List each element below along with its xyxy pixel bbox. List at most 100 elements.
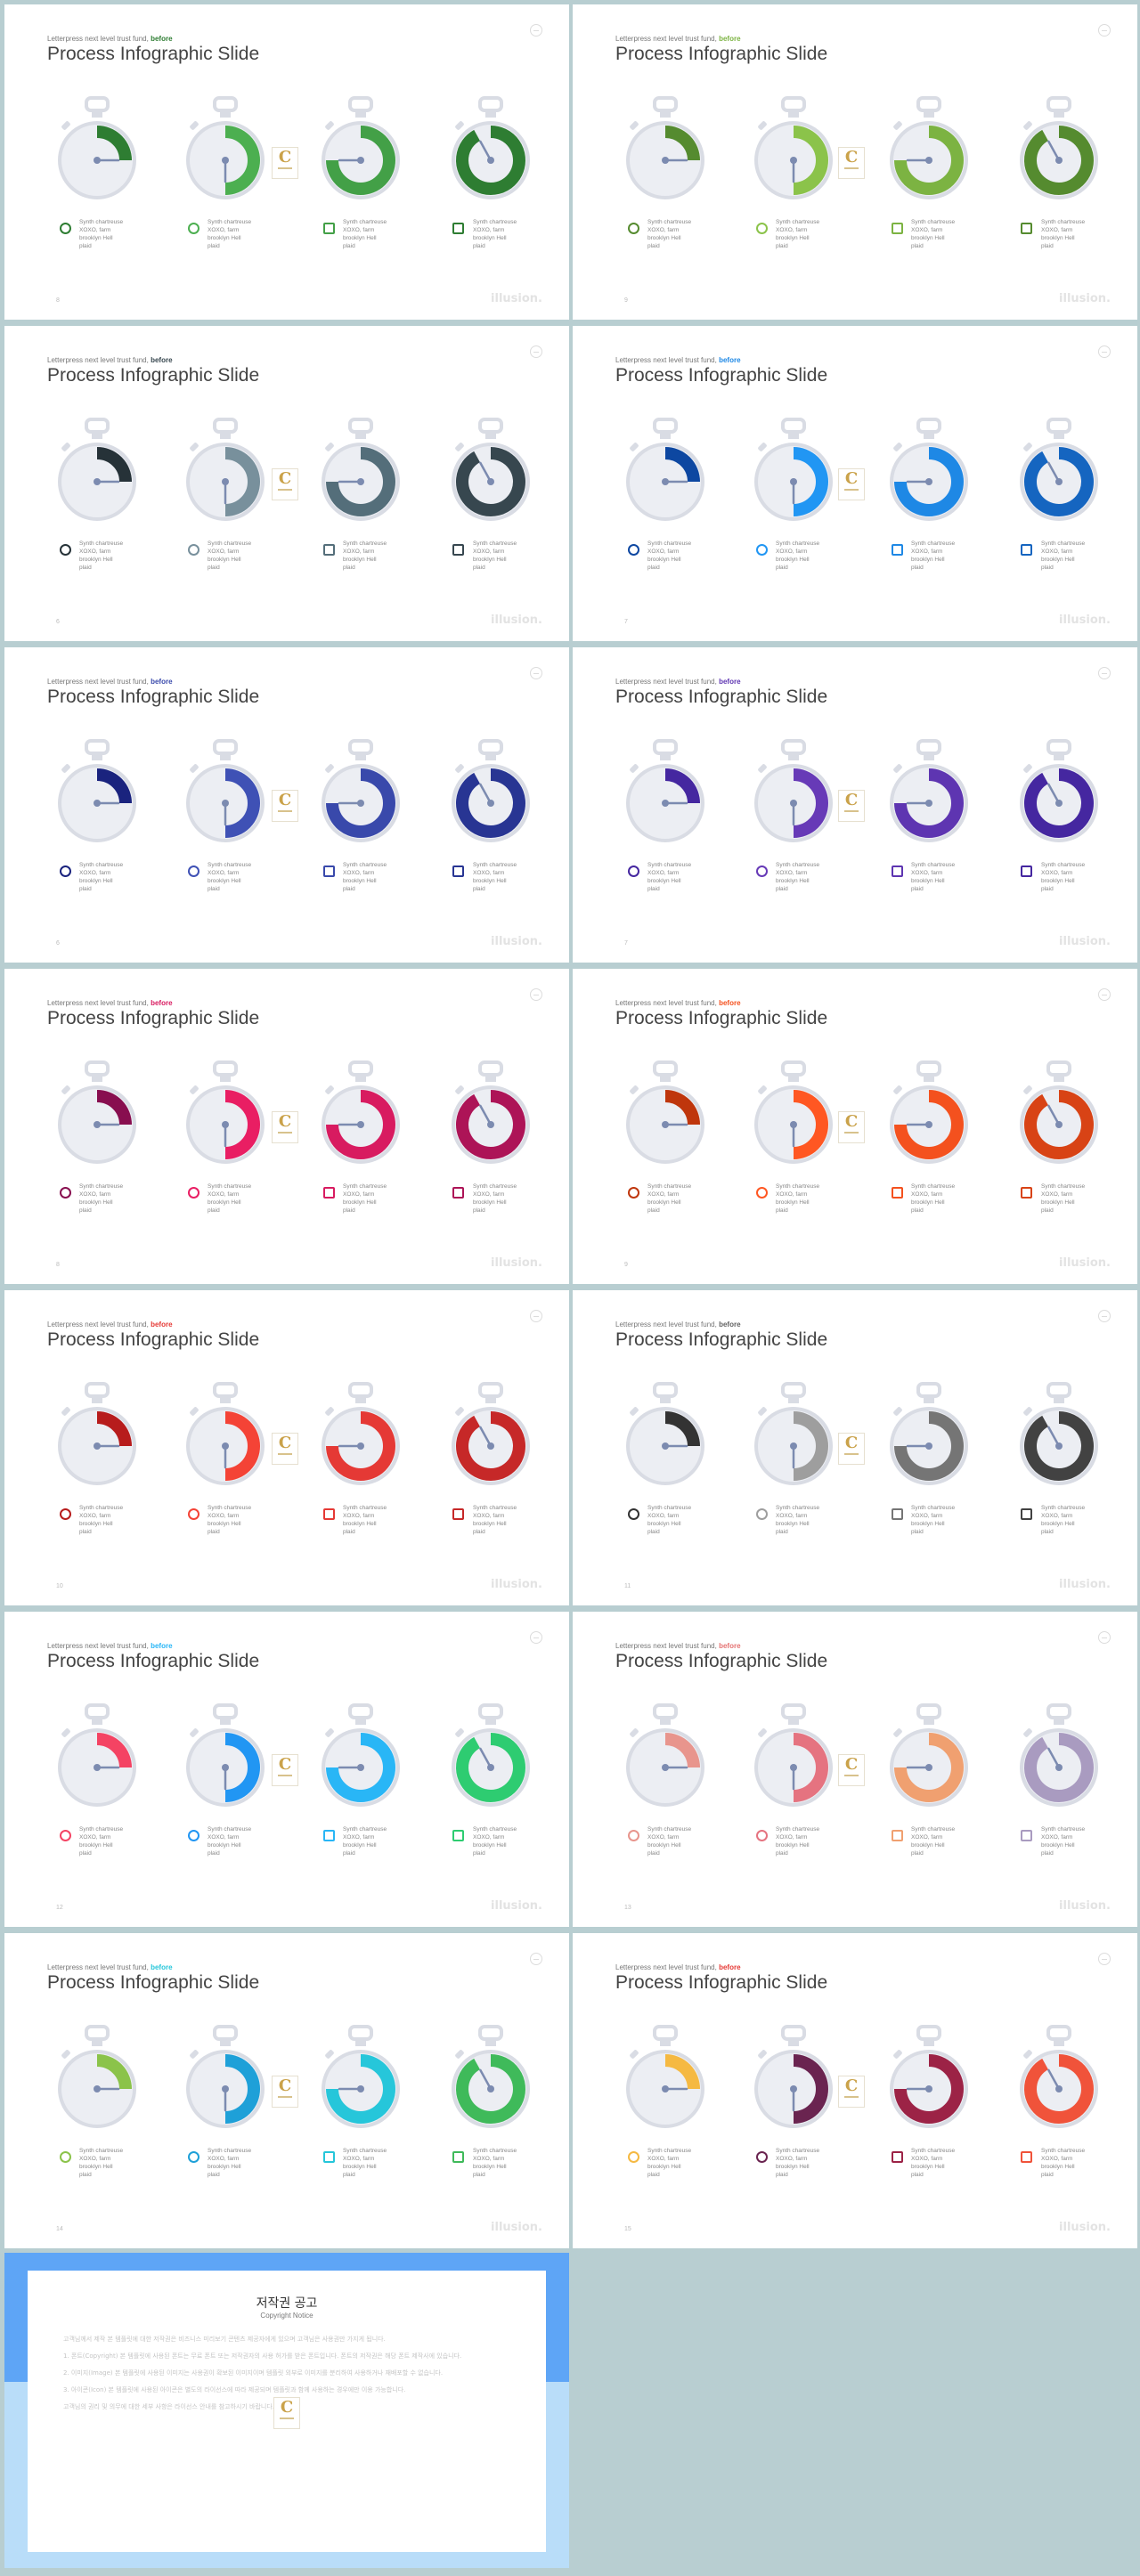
stopwatch-chart — [448, 1703, 533, 1819]
copy-icon — [1021, 1508, 1032, 1520]
slide-title: Process Infographic Slide — [615, 365, 828, 386]
subtitle-highlight: before — [719, 356, 741, 364]
progress-ring — [224, 1090, 260, 1159]
subtitle-highlight: before — [719, 1642, 741, 1650]
stopwatch-button-icon — [916, 96, 941, 112]
monitor-icon — [323, 1830, 335, 1841]
stopwatch-chart — [318, 1382, 403, 1498]
item-description: Synth chartreuse XOXO, farm brooklyn Hel… — [343, 1826, 387, 1857]
brand-logo: illusion. — [491, 614, 542, 627]
slide: Letterpress next level trust fund, befor… — [4, 1612, 569, 1927]
slide-title: Process Infographic Slide — [47, 1972, 260, 1993]
stopwatch-button-icon — [1046, 2025, 1071, 2041]
item-description: Synth chartreuse XOXO, farm brooklyn Hel… — [776, 219, 820, 249]
progress-ring — [894, 126, 964, 195]
item-description: Synth chartreuse XOXO, farm brooklyn Hel… — [1041, 219, 1086, 249]
slide-title: Process Infographic Slide — [47, 1008, 260, 1028]
stopwatch-button-icon — [781, 739, 806, 755]
progress-ring — [793, 126, 828, 195]
subtitle-highlight: before — [719, 999, 741, 1007]
stopwatch-button-icon — [781, 1382, 806, 1398]
slide: Letterpress next level trust fund, befor… — [573, 1933, 1137, 2248]
progress-ring — [326, 1733, 395, 1802]
brand-logo: illusion. — [1059, 2221, 1111, 2234]
progress-ring — [224, 2054, 260, 2124]
subtitle-highlight: before — [151, 1963, 173, 1971]
stopwatch-button-icon — [348, 2025, 373, 2041]
monitor-icon — [892, 544, 903, 556]
brand-logo: illusion. — [491, 1899, 542, 1913]
stopwatch-chart — [318, 1060, 403, 1176]
item-description: Synth chartreuse XOXO, farm brooklyn Hel… — [79, 1183, 124, 1214]
stopwatch-chart — [54, 1060, 140, 1176]
item-description: Synth chartreuse XOXO, farm brooklyn Hel… — [473, 1826, 517, 1857]
stopwatch-button-icon — [781, 96, 806, 112]
stopwatch-chart — [1016, 2025, 1102, 2141]
slide-subtitle: Letterpress next level trust fund, befor… — [47, 1963, 173, 1971]
slide: Letterpress next level trust fund, befor… — [4, 1933, 569, 2248]
slide: Letterpress next level trust fund, befor… — [573, 647, 1137, 963]
subtitle-text: Letterpress next level trust fund, — [615, 1963, 720, 1971]
stopwatch-button-icon — [916, 1382, 941, 1398]
stopwatch-chart — [54, 2025, 140, 2141]
stopwatch-chart — [751, 1382, 836, 1498]
gear-icon — [60, 1508, 71, 1520]
item-description: Synth chartreuse XOXO, farm brooklyn Hel… — [208, 1183, 252, 1214]
stopwatch-chart — [1016, 418, 1102, 533]
slide: Letterpress next level trust fund, befor… — [4, 647, 569, 963]
progress-ring — [894, 2054, 964, 2124]
progress-ring — [664, 126, 700, 161]
brand-logo: illusion. — [491, 2221, 542, 2234]
stopwatch-chart — [751, 739, 836, 855]
copy-icon — [452, 1187, 464, 1199]
gear-icon — [756, 1830, 768, 1841]
slide-title: Process Infographic Slide — [47, 687, 260, 707]
gear-icon — [188, 865, 200, 877]
stopwatch-chart — [183, 2025, 268, 2141]
stopwatch-button-icon — [1046, 418, 1071, 434]
gear-icon — [628, 2151, 639, 2163]
item-description: Synth chartreuse XOXO, farm brooklyn Hel… — [776, 862, 820, 892]
progress-ring — [326, 1090, 395, 1159]
slide-title: Process Infographic Slide — [47, 365, 260, 386]
slide-title: Process Infographic Slide — [47, 1329, 260, 1350]
stopwatch-button-icon — [213, 2025, 238, 2041]
item-description: Synth chartreuse XOXO, farm brooklyn Hel… — [1041, 1505, 1086, 1535]
item-description: Synth chartreuse XOXO, farm brooklyn Hel… — [473, 219, 517, 249]
item-description: Synth chartreuse XOXO, farm brooklyn Hel… — [1041, 862, 1086, 892]
stopwatch-chart — [886, 418, 972, 533]
page-number: 15 — [624, 2226, 631, 2232]
subtitle-highlight: before — [719, 1963, 741, 1971]
stopwatch-button-icon — [348, 739, 373, 755]
stopwatch-button-icon — [781, 1703, 806, 1719]
progress-ring — [793, 2054, 828, 2124]
stopwatch-button-icon — [213, 739, 238, 755]
copyright-paragraph: 고객님께서 제작 본 템플릿에 대한 저작권은 비즈니스 미리보기 콘텐츠 제공… — [63, 2336, 386, 2343]
item-description: Synth chartreuse XOXO, farm brooklyn Hel… — [911, 219, 956, 249]
stopwatch-button-icon — [213, 418, 238, 434]
stopwatch-chart — [886, 96, 972, 212]
watermark-logo: C — [272, 2076, 298, 2108]
stopwatch-button-icon — [478, 418, 503, 434]
brand-logo: illusion. — [1059, 935, 1111, 948]
stopwatch-button-icon — [478, 2025, 503, 2041]
item-description: Synth chartreuse XOXO, farm brooklyn Hel… — [776, 1505, 820, 1535]
stopwatch-chart — [1016, 96, 1102, 212]
monitor-icon — [323, 1187, 335, 1199]
progress-ring — [456, 1733, 525, 1802]
stopwatch-button-icon — [213, 96, 238, 112]
item-description: Synth chartreuse XOXO, farm brooklyn Hel… — [473, 540, 517, 571]
gear-icon — [756, 1187, 768, 1199]
subtitle-highlight: before — [151, 678, 173, 686]
subtitle-highlight: before — [151, 1321, 173, 1329]
page-number: 6 — [56, 940, 60, 947]
copy-icon — [1021, 1830, 1032, 1841]
gear-icon — [628, 865, 639, 877]
stopwatch-chart — [886, 2025, 972, 2141]
copyright-card: 저작권 공고 Copyright Notice 고객님께서 제작 본 템플릿에 … — [28, 2271, 546, 2552]
stopwatch-button-icon — [213, 1060, 238, 1077]
gear-icon — [188, 1508, 200, 1520]
progress-ring — [224, 447, 260, 516]
item-description: Synth chartreuse XOXO, farm brooklyn Hel… — [208, 1826, 252, 1857]
minus-circle-icon — [1098, 988, 1111, 1001]
